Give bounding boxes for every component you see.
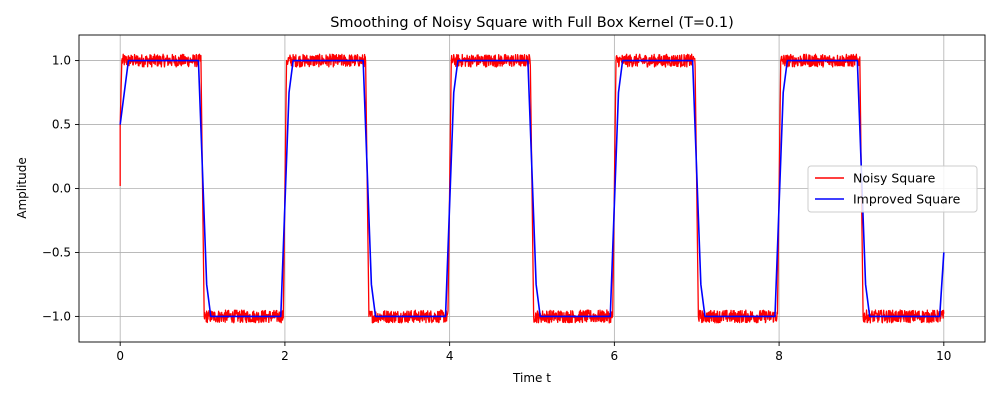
x-tick-label: 10 <box>936 349 951 363</box>
series-line-improved-square <box>119 59 945 318</box>
x-tick-label: 6 <box>611 349 619 363</box>
y-tick-label: 0.5 <box>52 118 71 132</box>
chart-title: Smoothing of Noisy Square with Full Box … <box>330 15 734 31</box>
legend-box <box>807 165 978 213</box>
x-tick-label: 8 <box>775 349 783 363</box>
legend-label-improved-square: Improved Square <box>853 192 961 207</box>
x-tick-label: 4 <box>446 349 454 363</box>
y-tick-label: 0.0 <box>52 182 71 196</box>
legend: Noisy Square Improved Square <box>807 165 978 213</box>
y-tick-label: −1.0 <box>42 309 71 323</box>
series-group <box>119 53 945 324</box>
legend-label-noisy-square: Noisy Square <box>853 171 936 186</box>
series-line-noisy-square <box>119 53 945 324</box>
x-tick-label: 2 <box>281 349 289 363</box>
ticks: 0 2 4 6 8 10 −1.0 −0.5 0.0 0.5 1.0 <box>42 54 952 363</box>
y-axis-label: Amplitude <box>15 157 29 219</box>
y-tick-label: 1.0 <box>52 54 71 68</box>
x-tick-label: 0 <box>116 349 124 363</box>
x-axis-label: Time t <box>512 371 551 385</box>
y-tick-label: −0.5 <box>42 245 71 259</box>
